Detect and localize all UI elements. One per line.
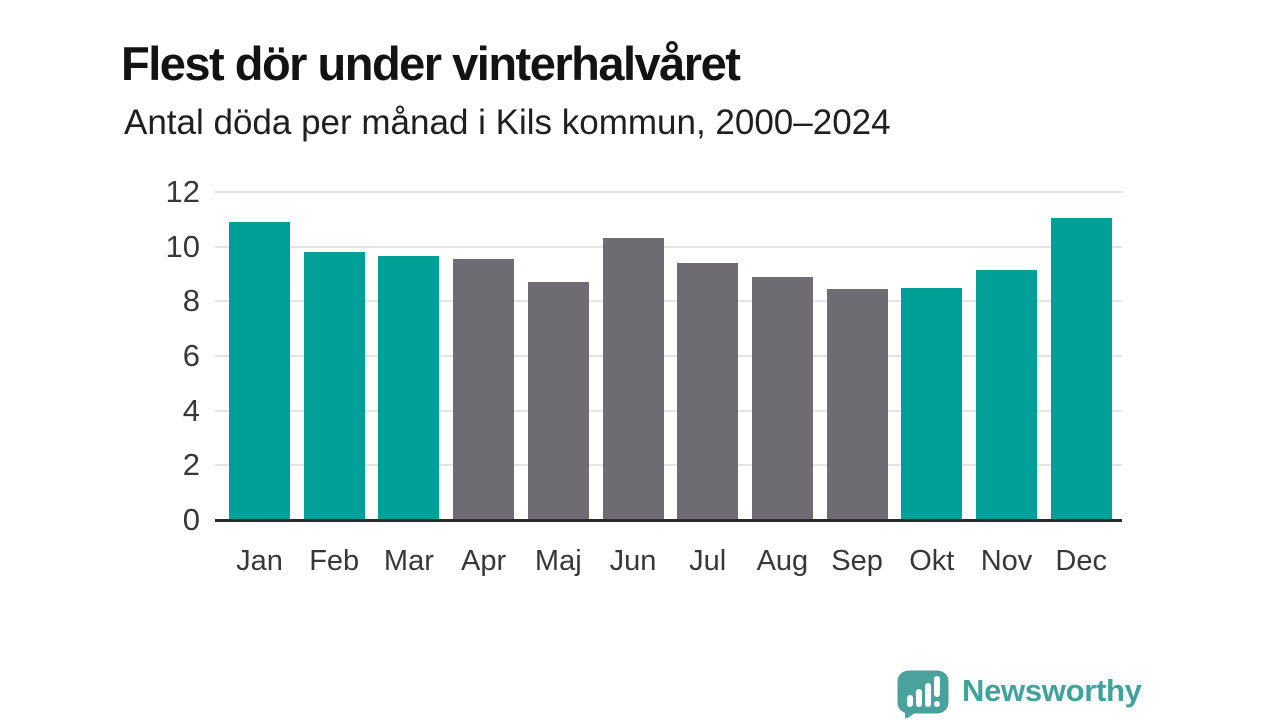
gridline-10 xyxy=(215,245,1122,248)
bar-mar xyxy=(378,256,440,520)
gridline-2 xyxy=(215,464,1122,467)
y-tick-10: 10 xyxy=(165,228,200,264)
x-tick-dec: Dec xyxy=(1055,545,1107,577)
x-tick-nov: Nov xyxy=(980,545,1033,577)
gridline-6 xyxy=(215,355,1122,357)
bar-apr xyxy=(453,258,515,520)
y-tick-0: 0 xyxy=(182,502,200,537)
x-tick-apr: Apr xyxy=(461,545,507,577)
brand-wordmark: Newsworthy xyxy=(962,673,1142,708)
bar-okt xyxy=(901,287,963,520)
bar-chart xyxy=(215,191,1122,522)
x-tick-jun: Jun xyxy=(609,545,657,577)
plot-area xyxy=(215,191,1122,522)
bar-sep xyxy=(826,289,888,520)
y-tick-2: 2 xyxy=(182,447,200,483)
bar-dec xyxy=(1050,217,1112,520)
x-tick-feb: Feb xyxy=(309,545,360,577)
chart-subtitle: Antal döda per månad i Kils kommun, 2000… xyxy=(124,103,891,142)
y-tick-4: 4 xyxy=(182,392,200,428)
x-tick-jan: Jan xyxy=(236,545,283,577)
y-tick-12: 12 xyxy=(165,174,200,209)
bar-aug xyxy=(751,276,813,520)
x-tick-aug: Aug xyxy=(756,545,809,577)
bar-jan xyxy=(229,222,290,520)
page-title: Flest dör under vinterhalvåret xyxy=(121,37,741,91)
bar-nov xyxy=(976,269,1037,520)
gridline-12 xyxy=(215,191,1122,193)
x-tick-maj: Maj xyxy=(534,545,582,577)
x-axis-labels: Jan Feb Mar Apr Maj Jun Jul Aug Sep Okt Nov Dec xyxy=(215,543,1122,581)
x-tick-jul: Jul xyxy=(689,545,727,577)
y-tick-8: 8 xyxy=(182,283,200,319)
gridline-8 xyxy=(215,300,1122,303)
x-axis-line xyxy=(215,518,1122,522)
x-tick-sep: Sep xyxy=(831,545,883,577)
bar-maj xyxy=(527,282,589,520)
bar-jul xyxy=(677,263,739,520)
bar-chart-speech-bubble-icon xyxy=(897,670,949,719)
x-tick-mar: Mar xyxy=(383,545,434,577)
bar-feb xyxy=(303,252,365,520)
x-tick-okt: Okt xyxy=(909,545,955,577)
y-axis-labels: 0 2 4 6 8 10 12 xyxy=(60,176,200,536)
bar-jun xyxy=(602,238,664,520)
gridline-4 xyxy=(215,409,1122,412)
y-tick-6: 6 xyxy=(182,338,200,373)
brand-footer: Newsworthy xyxy=(896,665,1142,720)
